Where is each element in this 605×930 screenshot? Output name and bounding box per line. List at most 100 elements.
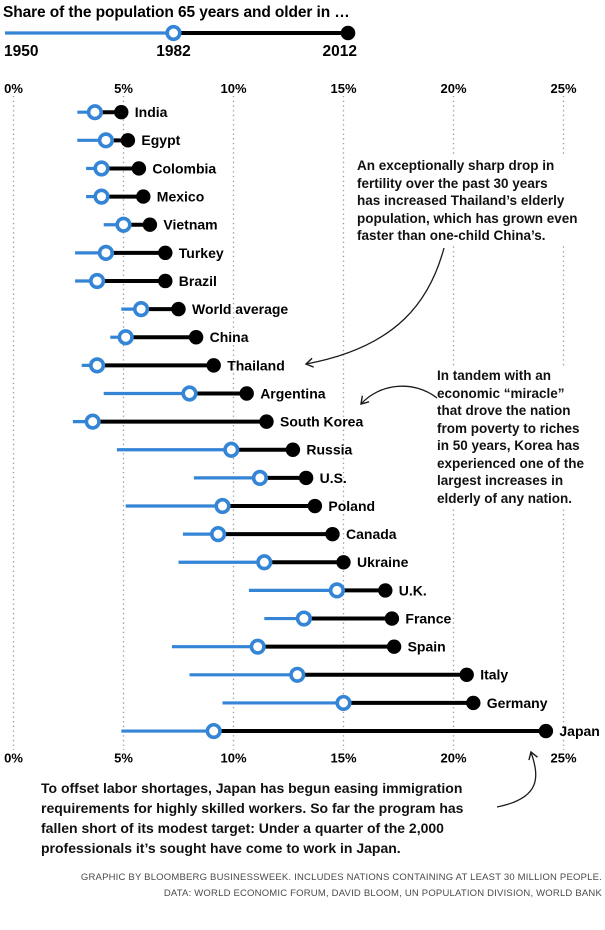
marker-2012-india bbox=[114, 105, 129, 120]
marker-2012-south-korea bbox=[259, 414, 274, 429]
marker-2012-spain bbox=[386, 639, 402, 654]
country-label-italy: Italy bbox=[480, 667, 508, 683]
axis-tick-top-10%: 10% bbox=[220, 81, 246, 96]
row-germany: Germany bbox=[222, 694, 548, 712]
marker-1982-china bbox=[117, 329, 134, 346]
row-mexico: Mexico bbox=[86, 188, 204, 205]
axis-tick-bottom-10%: 10% bbox=[220, 751, 246, 766]
marker-1982-russia bbox=[223, 441, 240, 458]
marker-1982-italy bbox=[289, 666, 306, 683]
marker-1982-u-k bbox=[328, 582, 346, 599]
marker-1982-u-s bbox=[251, 469, 268, 486]
country-label-japan: Japan bbox=[559, 723, 599, 739]
time-span-legend: 1950 1982 2012 bbox=[4, 24, 357, 60]
marker-2012-egypt bbox=[120, 133, 136, 148]
country-label-ukraine: Ukraine bbox=[357, 554, 409, 570]
country-label-egypt: Egypt bbox=[141, 132, 180, 148]
row-spain: Spain bbox=[171, 638, 446, 655]
marker-1982-south-korea bbox=[84, 413, 101, 430]
country-label-india: India bbox=[135, 104, 168, 120]
axis-tick-top-25%: 25% bbox=[550, 81, 576, 96]
legend-year-1950: 1950 bbox=[4, 43, 38, 60]
marker-2012-brazil bbox=[158, 273, 173, 289]
country-label-canada: Canada bbox=[346, 526, 397, 542]
country-label-colombia: Colombia bbox=[152, 160, 216, 176]
country-label-spain: Spain bbox=[408, 639, 446, 655]
row-vietnam: Vietnam bbox=[103, 216, 218, 233]
axis-tick-top-15%: 15% bbox=[330, 81, 356, 96]
dumbbell-chart: 0% 0% 5% 5% 10% 10% 15% 15% 20% 20% 25% 25% India Egy… bbox=[4, 81, 600, 766]
row-canada: Canada bbox=[182, 526, 397, 543]
row-italy: Italy bbox=[189, 666, 508, 683]
marker-2012-france bbox=[384, 611, 400, 626]
row-thailand: Thailand bbox=[81, 357, 285, 374]
country-label-south-korea: South Korea bbox=[280, 414, 363, 430]
legend-year-2012: 2012 bbox=[323, 43, 357, 60]
axis-tick-top-5%: 5% bbox=[114, 81, 133, 96]
marker-1982-egypt bbox=[97, 132, 114, 149]
marker-2012-turkey bbox=[158, 245, 173, 261]
country-label-u-k: U.K. bbox=[399, 582, 427, 598]
axis-tick-bottom-5%: 5% bbox=[114, 751, 133, 766]
marker-1982-thailand bbox=[88, 357, 106, 374]
annotation-korea: In tandem with an economic “miracle” tha… bbox=[434, 366, 588, 508]
row-india: India bbox=[77, 104, 168, 121]
row-colombia: Colombia bbox=[86, 160, 216, 177]
source-credit: GRAPHIC BY BLOOMBERG BUSINESSWEEK. INCLU… bbox=[81, 870, 602, 901]
marker-1982-ukraine bbox=[256, 554, 273, 571]
row-world-average: World average bbox=[121, 301, 288, 318]
marker-2012-world-average bbox=[171, 301, 186, 317]
country-label-argentina: Argentina bbox=[260, 385, 326, 401]
marker-1982-canada bbox=[210, 526, 227, 543]
chart-title: Share of the population 65 years and old… bbox=[3, 4, 350, 21]
row-turkey: Turkey bbox=[75, 245, 224, 261]
country-label-u-s: U.S. bbox=[320, 470, 347, 486]
credit-line: GRAPHIC BY BLOOMBERG BUSINESSWEEK. INCLU… bbox=[80, 872, 602, 883]
marker-2012-poland bbox=[307, 498, 323, 514]
marker-1982-brazil bbox=[88, 272, 106, 290]
country-label-russia: Russia bbox=[306, 442, 352, 458]
marker-1982-turkey bbox=[97, 244, 114, 261]
country-label-vietnam: Vietnam bbox=[163, 217, 217, 233]
axis-tick-top-20%: 20% bbox=[440, 81, 466, 96]
marker-1982-france bbox=[295, 610, 313, 627]
marker-1982-spain bbox=[249, 638, 266, 655]
row-russia: Russia bbox=[116, 441, 353, 458]
country-label-mexico: Mexico bbox=[157, 188, 204, 204]
axis-tick-bottom-15%: 15% bbox=[330, 751, 356, 766]
country-label-france: France bbox=[405, 610, 451, 626]
marker-1982-india bbox=[86, 104, 103, 121]
marker-1982-japan bbox=[205, 722, 222, 740]
axis-tick-top-0%: 0% bbox=[4, 81, 23, 96]
marker-2012-ukraine bbox=[336, 555, 351, 570]
row-ukraine: Ukraine bbox=[178, 554, 409, 571]
country-label-world-average: World average bbox=[192, 301, 288, 317]
row-poland: Poland bbox=[125, 498, 375, 515]
marker-1982-vietnam bbox=[115, 216, 132, 233]
country-label-china: China bbox=[210, 329, 249, 345]
data-source-line: DATA: WORLD ECONOMIC FORUM, DAVID BLOOM,… bbox=[163, 887, 602, 899]
legend-open-circle-marker bbox=[165, 24, 182, 42]
marker-1982-mexico bbox=[93, 188, 110, 205]
annotation-japan: To offset labor shortages, Japan has beg… bbox=[38, 777, 467, 859]
marker-2012-colombia bbox=[131, 161, 147, 176]
country-label-thailand: Thailand bbox=[227, 357, 285, 373]
axis-tick-bottom-20%: 20% bbox=[440, 751, 466, 766]
country-label-turkey: Turkey bbox=[179, 245, 224, 261]
row-u-s: U.S. bbox=[193, 469, 347, 486]
country-label-poland: Poland bbox=[328, 498, 375, 514]
annotation-thailand: An exceptionally sharp drop in fertility… bbox=[354, 156, 581, 246]
marker-2012-u-k bbox=[378, 583, 393, 598]
row-u-k: U.K. bbox=[248, 582, 427, 599]
marker-2012-vietnam bbox=[142, 217, 158, 232]
row-france: France bbox=[264, 610, 452, 627]
marker-1982-world-average bbox=[133, 301, 150, 318]
row-egypt: Egypt bbox=[77, 132, 181, 149]
marker-1982-argentina bbox=[181, 385, 198, 402]
marker-2012-argentina bbox=[239, 386, 254, 401]
country-label-brazil: Brazil bbox=[179, 273, 217, 289]
row-japan: Japan bbox=[121, 722, 600, 740]
row-china: China bbox=[110, 329, 249, 346]
marker-2012-canada bbox=[325, 526, 340, 542]
